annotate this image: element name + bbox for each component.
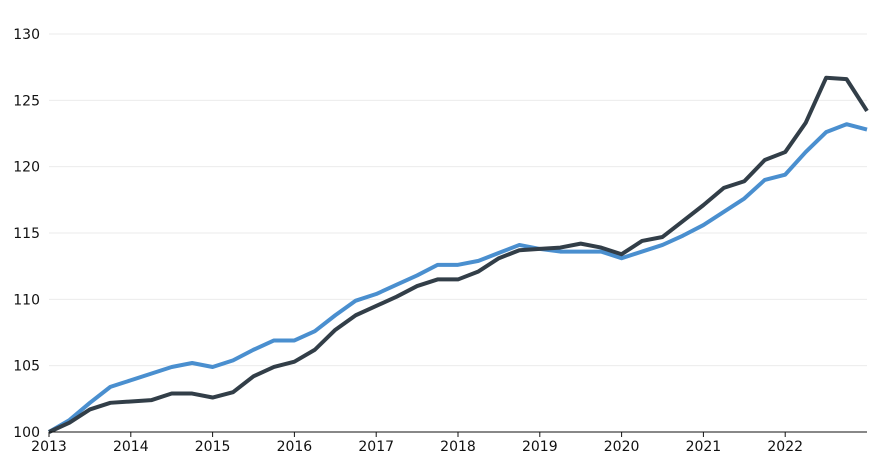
y-tick-label: 100 [13,425,40,441]
x-tick-label: 2021 [686,439,722,455]
y-tick-label: 125 [13,93,40,109]
x-tick-label: 2020 [604,439,640,455]
x-tick-labels: 2013 2014 2015 2016 2017 2018 2019 2020 2021 2022 [31,439,803,455]
x-axis [48,431,867,437]
series-line-2 [48,75,869,434]
x-tick-label: 2017 [358,439,394,455]
gridlines [49,33,867,367]
x-tick-label: 2018 [440,439,476,455]
series-lines [47,75,869,434]
y-tick-label: 120 [13,160,40,176]
x-tick-label: 2015 [195,439,231,455]
x-tick-label: 2016 [277,439,313,455]
y-tick-label: 105 [13,359,40,375]
series-line-1 [47,122,868,434]
x-tick-label: 2014 [113,439,149,455]
y-tick-labels: 100 105 110 115 120 125 130 [13,27,40,441]
y-tick-label: 130 [13,27,40,43]
x-tick-label: 2022 [767,439,803,455]
x-tick-label: 2013 [31,439,67,455]
x-tick-label: 2019 [522,439,558,455]
y-tick-label: 115 [13,226,40,242]
y-tick-label: 110 [13,292,40,308]
